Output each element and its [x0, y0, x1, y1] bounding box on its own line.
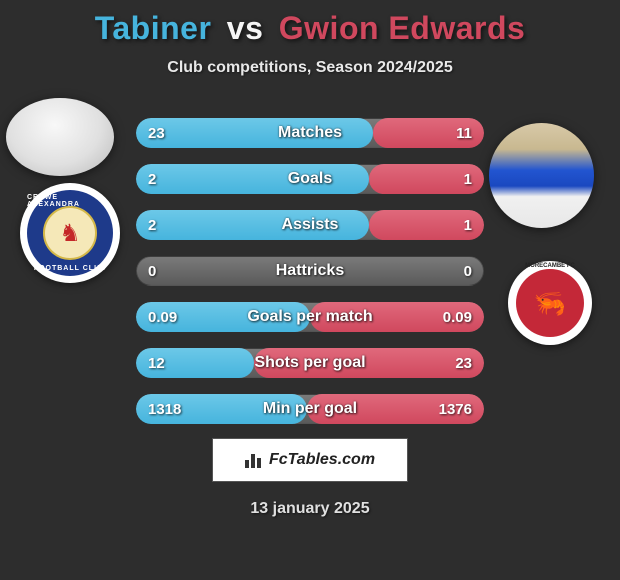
stat-row: 0.090.09Goals per match: [0, 302, 620, 332]
brand-text: FcTables.com: [269, 451, 375, 469]
brand-logo: FcTables.com: [212, 438, 408, 482]
stat-row: 2311Matches: [0, 118, 620, 148]
chart-icon: [245, 452, 263, 468]
bar-fill-left: [136, 164, 369, 194]
stat-value-right: 1: [464, 164, 472, 194]
stat-value-right: 1376: [439, 394, 472, 424]
bar-fill-right: [254, 348, 484, 378]
player2-name: Gwion Edwards: [279, 10, 526, 46]
bar-fill-left: [136, 118, 373, 148]
stat-row: 1223Shots per goal: [0, 348, 620, 378]
stats-container: 2311Matches21Goals21Assists00Hattricks0.…: [0, 118, 620, 440]
stat-value-right: 11: [456, 118, 472, 148]
stat-bar: 0.090.09Goals per match: [136, 302, 484, 332]
stat-bar: 00Hattricks: [136, 256, 484, 286]
stat-value-left: 0: [148, 256, 156, 286]
stat-bar: 1223Shots per goal: [136, 348, 484, 378]
stat-value-left: 2: [148, 164, 156, 194]
stat-bar: 21Goals: [136, 164, 484, 194]
stat-row: 00Hattricks: [0, 256, 620, 286]
stat-value-right: 23: [455, 348, 472, 378]
subtitle: Club competitions, Season 2024/2025: [0, 59, 620, 77]
stat-bar: 21Assists: [136, 210, 484, 240]
stat-value-left: 2: [148, 210, 156, 240]
vs-text: vs: [227, 10, 264, 46]
stat-value-right: 0: [464, 256, 472, 286]
stat-value-left: 12: [148, 348, 165, 378]
stat-row: 21Assists: [0, 210, 620, 240]
stat-bar: 2311Matches: [136, 118, 484, 148]
stat-row: 13181376Min per goal: [0, 394, 620, 424]
player1-name: Tabiner: [95, 10, 212, 46]
stat-value-left: 0.09: [148, 302, 177, 332]
stat-value-right: 0.09: [443, 302, 472, 332]
bar-fill-left: [136, 210, 369, 240]
stat-value-right: 1: [464, 210, 472, 240]
stat-bar: 13181376Min per goal: [136, 394, 484, 424]
stat-value-left: 23: [148, 118, 165, 148]
footer-date: 13 january 2025: [0, 500, 620, 518]
stat-row: 21Goals: [0, 164, 620, 194]
stat-value-left: 1318: [148, 394, 181, 424]
comparison-title: Tabiner vs Gwion Edwards: [0, 0, 620, 47]
